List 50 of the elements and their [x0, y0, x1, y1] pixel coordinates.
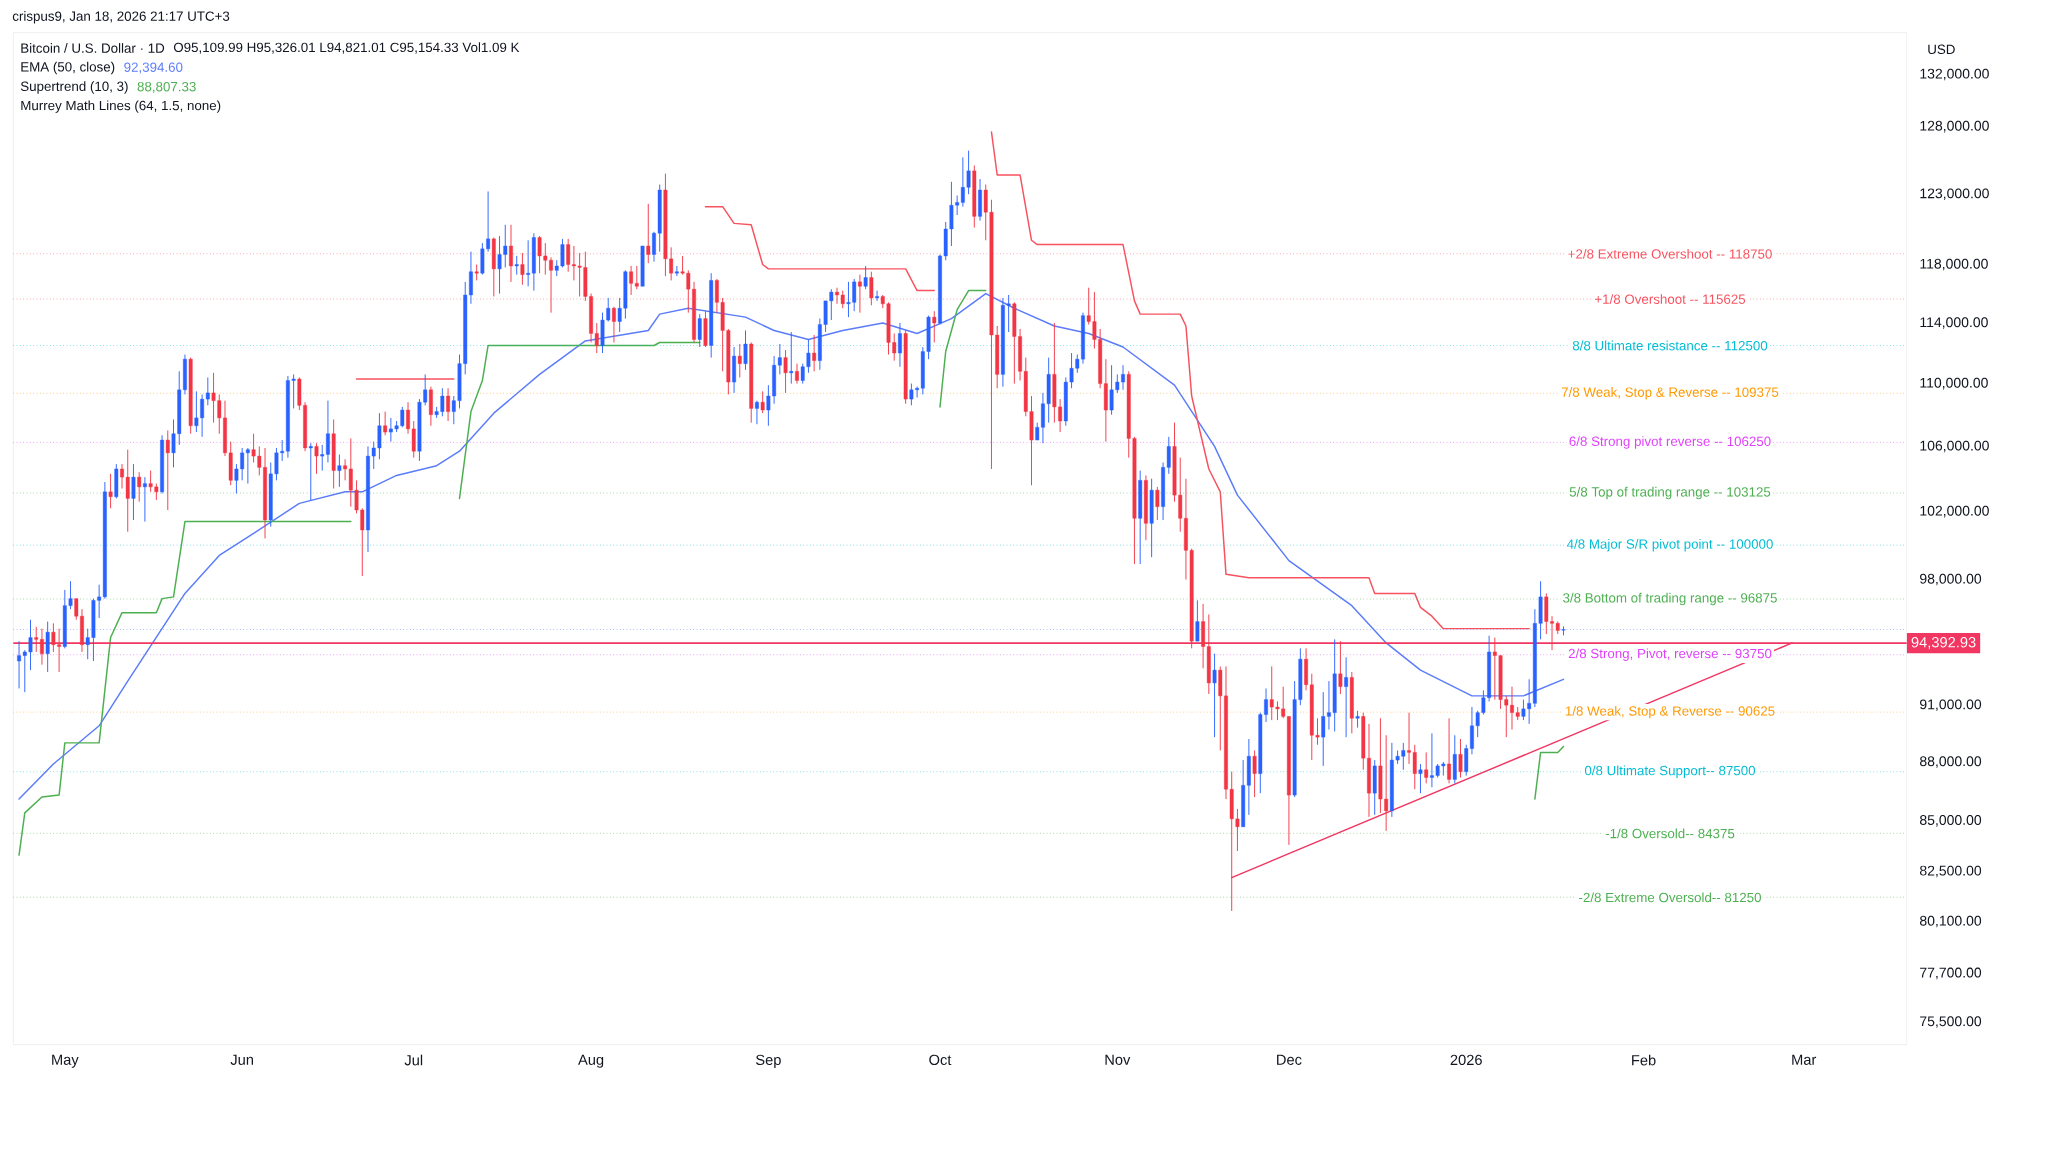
x-tick-label: 2026 — [1450, 1054, 1482, 1066]
x-tick-label: Dec — [1277, 1054, 1302, 1065]
y-tick-label: 123,000.00 — [1920, 188, 1989, 200]
ref-line-label: -2/8 Extreme Oversold-- 81250 — [1579, 892, 1761, 903]
ref-line-label: 6/8 Strong pivot reverse -- 106250 — [1569, 436, 1771, 449]
y-tick-label: 118,000.00 — [1920, 258, 1988, 271]
ref-line-label: 1/8 Weak, Stop & Reverse -- 90625 — [1565, 705, 1775, 719]
y-tick-label: 75,500.00 — [1920, 1016, 1982, 1028]
y-tick-label: 110,000.00 — [1920, 377, 1988, 390]
annotation: Supertrend (10, 3) — [20, 81, 128, 94]
ref-line-label: -1/8 Oversold-- 84375 — [1605, 828, 1735, 839]
y-tick-label: 88,000.00 — [1919, 756, 1982, 768]
ref-line-label: 8/8 Ultimate resistance -- 112500 — [1572, 340, 1768, 351]
x-tick-label: Jun — [230, 1054, 253, 1065]
ref-line-label: 2/8 Strong, Pivot, reverse -- 93750 — [1568, 648, 1772, 661]
annotation: 92,394.60 — [124, 62, 183, 74]
ref-line-label: 7/8 Weak, Stop & Reverse -- 109375 — [1561, 387, 1779, 400]
ref-line-label: +2/8 Extreme Overshoot -- 118750 — [1568, 248, 1772, 259]
annotation: Murrey Math Lines (64, 1.5, none) — [21, 100, 221, 113]
y-tick-label: 85,000.00 — [1919, 815, 1982, 827]
x-tick-label: Nov — [1105, 1054, 1131, 1065]
ref-line-label: 5/8 Top of trading range -- 103125 — [1569, 486, 1771, 500]
ref-line-label: 4/8 Major S/R pivot point -- 100000 — [1566, 538, 1773, 552]
text: Bitcoin / U.S. Dollar · 1D — [21, 43, 165, 53]
y-tick-label: 114,000.00 — [1920, 317, 1988, 329]
ref-line-label: 0/8 Ultimate Support-- 87500 — [1584, 765, 1756, 778]
x-tick-label: Jul — [404, 1054, 423, 1066]
ref-line-label: +1/8 Overshoot -- 115625 — [1594, 294, 1746, 304]
annotation: EMA (50, close) — [21, 61, 115, 75]
y-tick-label: 91,000.00 — [1920, 699, 1982, 711]
x-tick-label: Oct — [929, 1054, 952, 1066]
y-tick-label: 80,100.00 — [1919, 915, 1982, 928]
y-tick-label: 132,000.00 — [1920, 68, 1989, 81]
y-tick-label: 106,000.00 — [1920, 440, 1989, 453]
y-tick-label: 102,000.00 — [1920, 505, 1989, 518]
x-tick-label: Mar — [1792, 1054, 1817, 1065]
annotation: 88,807.33 — [137, 81, 196, 93]
y-tick-label: 128,000.00 — [1920, 120, 1989, 133]
y-tick-label: 82,500.00 — [1919, 865, 1982, 878]
text: crispus9, Jan 18, 2026 21:17 UTC+3 — [12, 11, 230, 24]
ref-line-label: 94,392.93 — [1911, 637, 1976, 650]
text: USD — [1928, 44, 1955, 55]
x-tick-label: Sep — [756, 1054, 781, 1068]
y-tick-label: 77,700.00 — [1920, 967, 1982, 980]
annotation: O95,109.99 H95,326.01 L94,821.01 C95,154.33 Vol1.09 K — [173, 42, 520, 54]
x-tick-label: Feb — [1632, 1054, 1656, 1066]
y-tick-label: 98,000.00 — [1920, 573, 1982, 586]
x-tick-label: May — [52, 1054, 79, 1068]
ref-line-label: 3/8 Bottom of trading range -- 96875 — [1563, 592, 1777, 606]
x-tick-label: Aug — [578, 1054, 604, 1068]
